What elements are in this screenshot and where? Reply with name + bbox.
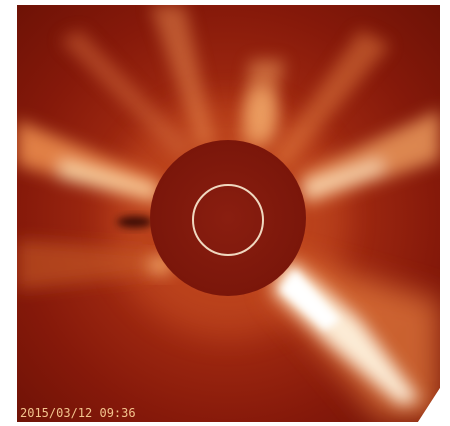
upper-streamers bbox=[60, 5, 390, 170]
corner-cut bbox=[418, 388, 440, 422]
occulter-disk bbox=[150, 140, 306, 296]
image-area bbox=[17, 5, 440, 422]
right-upper-streamer bbox=[300, 110, 440, 205]
timestamp: 2015/03/12 09:36 bbox=[20, 406, 136, 420]
sun-outline bbox=[192, 184, 264, 256]
dark-band bbox=[117, 216, 153, 228]
bright-blob bbox=[246, 87, 278, 143]
left-streamer bbox=[17, 120, 160, 290]
lower-right-streamer bbox=[270, 255, 440, 420]
